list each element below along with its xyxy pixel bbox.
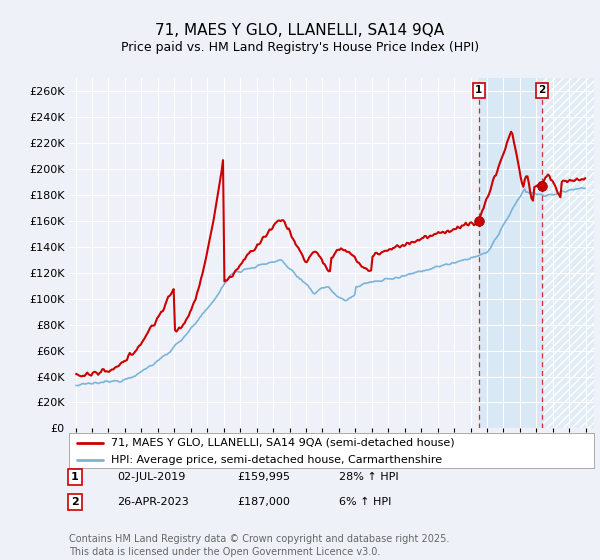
Bar — [542, 78, 594, 428]
Text: 6% ↑ HPI: 6% ↑ HPI — [339, 497, 391, 507]
Text: Contains HM Land Registry data © Crown copyright and database right 2025.
This d: Contains HM Land Registry data © Crown c… — [69, 534, 449, 557]
Text: 2: 2 — [538, 85, 545, 95]
Text: 26-APR-2023: 26-APR-2023 — [117, 497, 189, 507]
Text: 02-JUL-2019: 02-JUL-2019 — [117, 472, 185, 482]
Text: 28% ↑ HPI: 28% ↑ HPI — [339, 472, 398, 482]
Text: £159,995: £159,995 — [237, 472, 290, 482]
Text: 1: 1 — [475, 85, 482, 95]
Text: £187,000: £187,000 — [237, 497, 290, 507]
Text: 71, MAES Y GLO, LLANELLI, SA14 9QA (semi-detached house): 71, MAES Y GLO, LLANELLI, SA14 9QA (semi… — [111, 437, 455, 447]
Bar — [542, 78, 594, 428]
Text: 1: 1 — [71, 472, 79, 482]
Text: 2: 2 — [71, 497, 79, 507]
Text: Price paid vs. HM Land Registry's House Price Index (HPI): Price paid vs. HM Land Registry's House … — [121, 41, 479, 54]
Text: 71, MAES Y GLO, LLANELLI, SA14 9QA: 71, MAES Y GLO, LLANELLI, SA14 9QA — [155, 24, 445, 38]
Bar — [479, 78, 542, 428]
Text: HPI: Average price, semi-detached house, Carmarthenshire: HPI: Average price, semi-detached house,… — [111, 455, 442, 465]
